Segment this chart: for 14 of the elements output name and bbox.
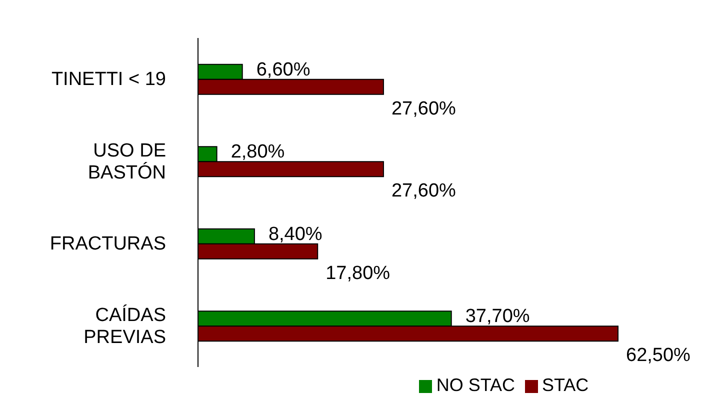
y-tick-label: FRACTURAS: [50, 233, 166, 254]
legend-label: NO STAC: [436, 375, 515, 395]
data-label: 8,40%: [268, 224, 322, 245]
data-label: 27,60%: [391, 180, 456, 202]
data-label: 37,70%: [465, 306, 530, 328]
data-label: 6,60%: [256, 59, 310, 80]
data-label: 62,50%: [626, 345, 691, 366]
y-tick-label: USO DE BASTÓN: [88, 140, 166, 183]
data-label: 27,60%: [391, 98, 456, 120]
y-tick-label: TINETTI < 19: [51, 68, 166, 90]
data-label: 17,80%: [326, 262, 390, 284]
legend-label: STAC: [542, 375, 589, 395]
y-tick-label: CAÍDAS PREVIAS: [84, 303, 166, 348]
data-label: 2,80%: [230, 142, 285, 163]
